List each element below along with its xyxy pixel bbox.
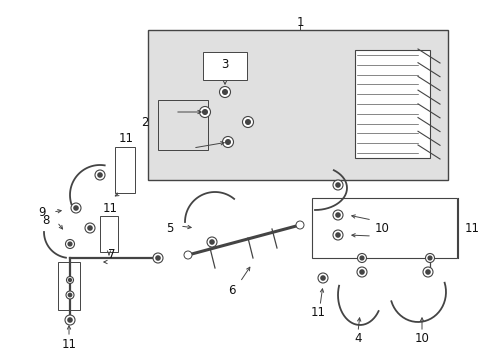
Circle shape [242,117,253,127]
Circle shape [206,237,217,247]
Circle shape [98,173,102,177]
Circle shape [320,276,325,280]
Circle shape [88,226,92,230]
Circle shape [427,256,431,260]
Circle shape [68,318,72,322]
Circle shape [335,183,340,187]
Circle shape [295,221,304,229]
Text: 4: 4 [353,332,361,345]
Bar [58,262,80,310]
Circle shape [68,293,72,297]
Circle shape [222,136,233,148]
Bar [100,216,118,252]
Circle shape [202,110,207,114]
Text: 11: 11 [118,131,133,144]
Text: 5: 5 [166,221,173,234]
Text: 11: 11 [102,202,117,215]
Text: 9: 9 [38,206,46,219]
Circle shape [332,210,342,220]
Circle shape [85,223,95,233]
Circle shape [317,273,327,283]
Circle shape [425,270,429,274]
Circle shape [222,90,227,94]
Text: 11: 11 [310,306,325,319]
Text: 7: 7 [108,248,116,261]
Circle shape [68,279,71,282]
Circle shape [245,120,250,124]
Bar [354,50,429,158]
Text: 11: 11 [61,338,76,351]
Circle shape [153,253,163,263]
Circle shape [199,107,210,117]
Circle shape [65,315,75,325]
Circle shape [219,86,230,98]
Text: 10: 10 [414,332,428,345]
Circle shape [65,239,74,248]
Circle shape [332,230,342,240]
Circle shape [356,267,366,277]
Circle shape [156,256,160,260]
Text: 2: 2 [141,116,148,129]
Circle shape [357,253,366,262]
Circle shape [68,242,72,246]
Bar [311,198,456,258]
Circle shape [359,256,363,260]
Circle shape [74,206,78,210]
Circle shape [425,253,434,262]
Bar [148,30,447,180]
Circle shape [422,267,432,277]
Circle shape [71,203,81,213]
Circle shape [209,240,214,244]
Circle shape [66,276,73,284]
Bar [203,52,246,80]
Circle shape [225,140,230,144]
Circle shape [332,180,342,190]
Text: 10: 10 [374,221,388,234]
Circle shape [359,270,364,274]
Circle shape [335,213,340,217]
Text: 6: 6 [228,284,235,297]
Circle shape [66,291,74,299]
Text: 3: 3 [221,58,228,71]
Text: 11: 11 [464,221,479,234]
Bar [115,147,135,193]
Circle shape [95,170,105,180]
Text: 8: 8 [42,213,50,226]
Circle shape [335,233,340,237]
Bar [158,100,207,150]
Circle shape [183,251,192,259]
Text: 1: 1 [296,15,303,28]
